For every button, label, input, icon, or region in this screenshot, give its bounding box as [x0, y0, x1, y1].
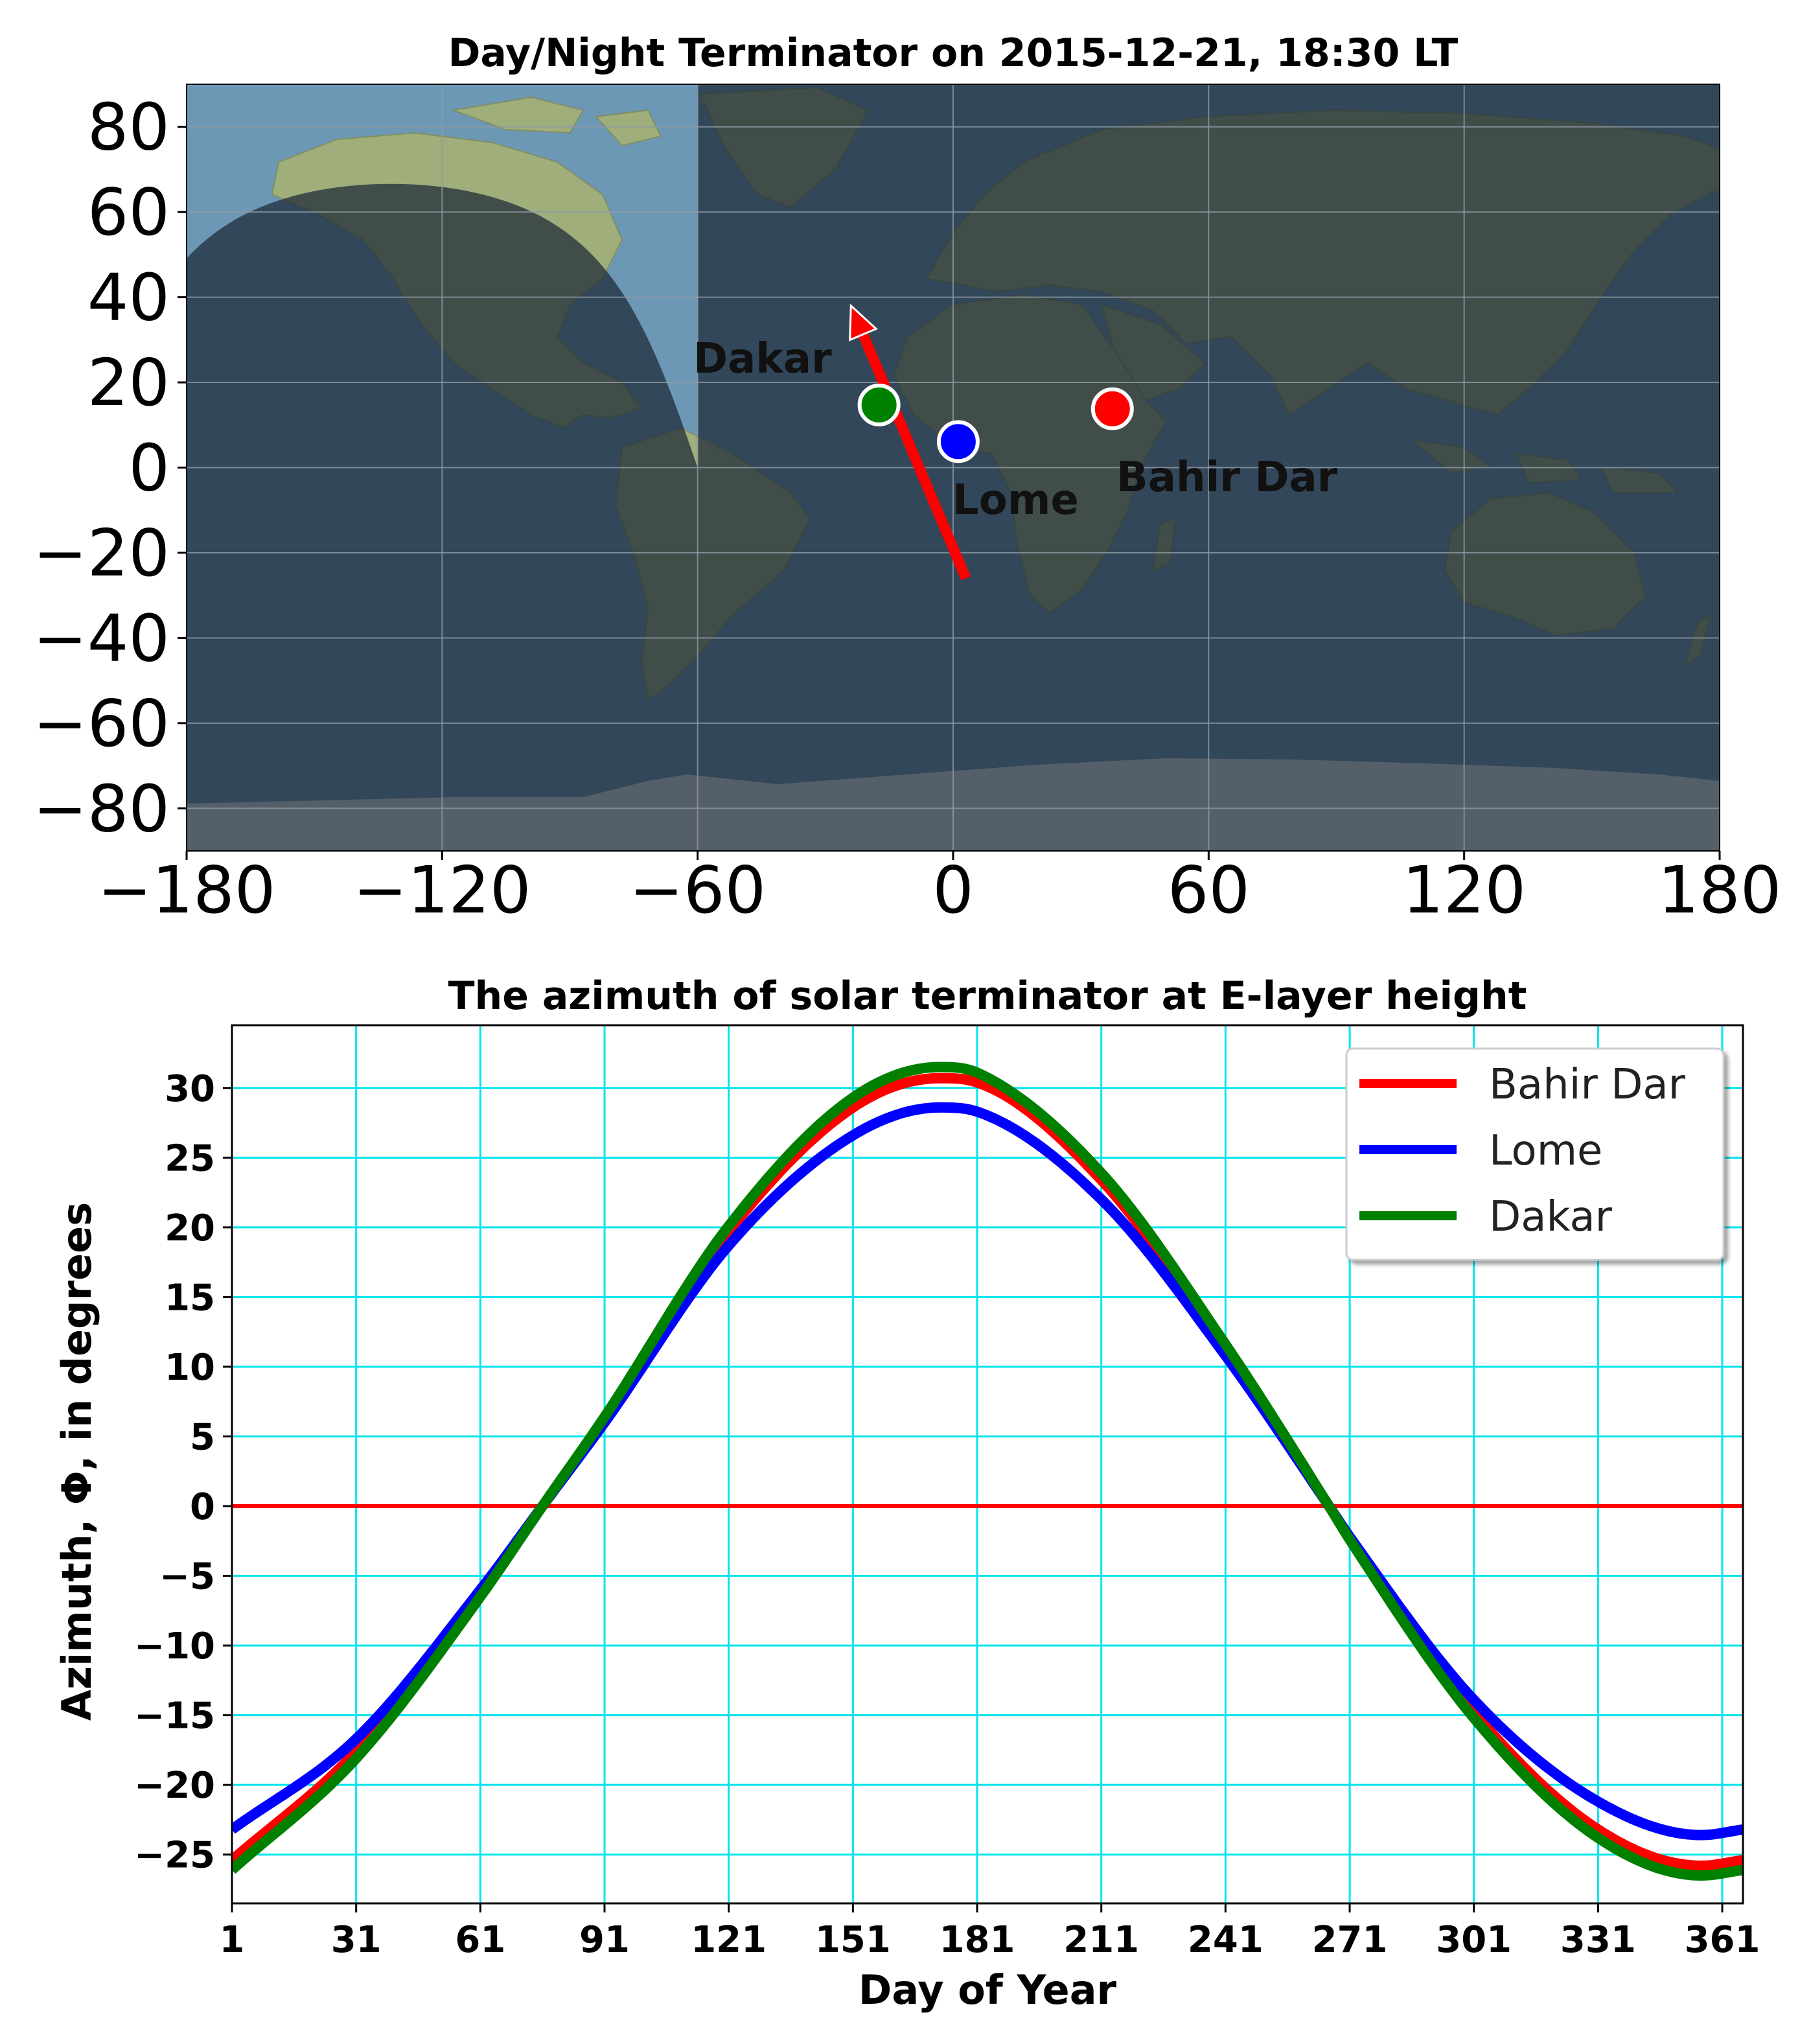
chart-x-tick-label: 31: [331, 1919, 382, 1961]
legend-label-dakar: Dakar: [1489, 1193, 1613, 1241]
map-x-tick-label: 0: [932, 852, 974, 928]
city-label-dakar: Dakar: [693, 335, 832, 383]
map-x-tick-label: 180: [1658, 852, 1782, 928]
city-label-bahir-dar: Bahir Dar: [1116, 454, 1338, 502]
map-panel: Day/Night Terminator on 2015-12-21, 18:3…: [33, 30, 1781, 928]
chart-y-tick-label: 20: [165, 1207, 215, 1249]
y-axis-label: Azimuth, Φ, in degrees: [53, 1202, 100, 1721]
chart-x-tick-label: 61: [455, 1919, 505, 1961]
arrow-shaft: [858, 332, 971, 581]
chart-y-tick-label: 5: [190, 1416, 215, 1458]
chart-x-tick-label: 1: [220, 1919, 245, 1961]
map-x-axis: −180 −120 −60 0 60 120 180: [98, 851, 1782, 928]
legend-box: [1345, 1047, 1725, 1261]
city-marker-lome: [936, 420, 980, 463]
map-area: [187, 84, 1720, 851]
plot-frame: [231, 1024, 1744, 1905]
map-y-tick-label: 80: [87, 89, 170, 165]
map-x-tick-label: −180: [98, 852, 276, 928]
chart-y-tick-label: 15: [165, 1277, 215, 1319]
chart-x-tick-label: 121: [691, 1919, 767, 1961]
direction-arrow: [849, 303, 971, 581]
map-x-tick-label: 60: [1168, 852, 1250, 928]
chart-y-tick-label: −10: [134, 1625, 215, 1667]
chart-y-tick-label: −20: [134, 1765, 215, 1807]
chart-x-tick-label: 151: [815, 1919, 891, 1961]
chart-title: The azimuth of solar terminator at E-lay…: [448, 973, 1527, 1019]
legend-label-bahir-dar: Bahir Dar: [1489, 1061, 1686, 1109]
map-y-tick-label: 20: [87, 345, 170, 421]
chart-x-tick-label: 91: [579, 1919, 630, 1961]
map-x-tick-label: 120: [1402, 852, 1526, 928]
series-line-dakar: [232, 1062, 1743, 1881]
chart-x-tick-label: 211: [1063, 1919, 1139, 1961]
city-marker-bahir-dar: [1090, 387, 1134, 430]
city-label-lome: Lome: [952, 476, 1079, 524]
map-y-tick-label: 0: [128, 430, 170, 506]
map-y-tick-label: 40: [87, 260, 170, 336]
chart-x-tick-label: 301: [1436, 1919, 1512, 1961]
chart-y-tick-label: 0: [190, 1486, 215, 1528]
map-y-tick-label: −40: [33, 600, 170, 676]
chart-y-tick-label: 10: [165, 1347, 215, 1389]
map-x-tick-label: −120: [353, 852, 531, 928]
chart-x-axis: 1 31 61 91 121 151 181 211 241 271 301 331 361: [220, 1903, 1760, 1961]
legend: Bahir Dar Lome Dakar: [1345, 1047, 1725, 1261]
chart-x-tick-label: 241: [1188, 1919, 1263, 1961]
x-axis-label: Day of Year: [859, 1966, 1117, 2014]
map-y-tick-label: −80: [33, 771, 170, 846]
chart-y-tick-label: 25: [165, 1137, 215, 1179]
arrow-head: [849, 303, 878, 342]
azimuth-chart: The azimuth of solar terminator at E-lay…: [53, 973, 1760, 2014]
map-y-tick-label: −60: [33, 686, 170, 761]
city-marker-dakar: [857, 383, 901, 426]
map-grid: [187, 84, 1720, 851]
series-lines: [232, 1062, 1743, 1881]
chart-y-tick-label: −15: [134, 1695, 215, 1737]
map-y-tick-label: 60: [87, 174, 170, 250]
chart-y-axis: 30 25 20 15 10 5 0 −5 −10 −15 −20 −25: [134, 1068, 232, 1877]
chart-y-tick-label: −25: [134, 1835, 215, 1877]
map-x-tick-label: −60: [629, 852, 766, 928]
chart-x-tick-label: 361: [1685, 1919, 1760, 1961]
city-markers: Dakar Lome Bahir Dar: [693, 335, 1338, 524]
chart-y-tick-label: 30: [165, 1068, 215, 1110]
map-y-axis: 80 60 40 20 0 −20 −40 −60 −80: [33, 89, 187, 846]
map-title: Day/Night Terminator on 2015-12-21, 18:3…: [448, 30, 1459, 76]
chart-x-tick-label: 181: [940, 1919, 1015, 1961]
chart-y-tick-label: −5: [159, 1556, 215, 1598]
chart-x-tick-label: 271: [1312, 1919, 1388, 1961]
chart-x-tick-label: 331: [1560, 1919, 1636, 1961]
legend-label-lome: Lome: [1489, 1127, 1602, 1175]
map-y-tick-label: −20: [33, 515, 170, 591]
